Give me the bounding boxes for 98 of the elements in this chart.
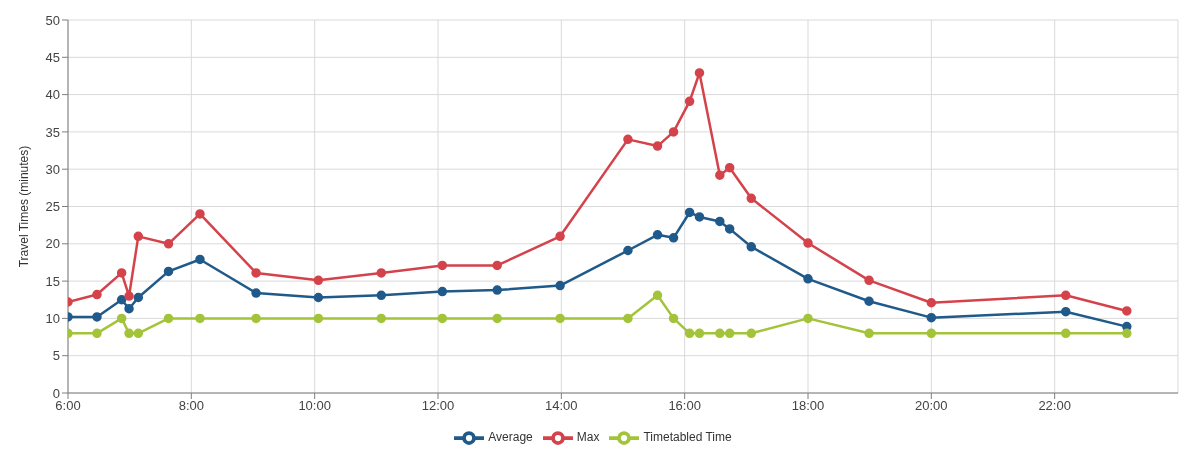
point — [623, 134, 633, 145]
y-tick-label: 15 — [45, 273, 60, 289]
point — [652, 230, 663, 240]
point — [163, 313, 174, 324]
point — [623, 245, 633, 256]
x-tick-label: 12:00 — [421, 398, 455, 414]
point — [694, 328, 705, 339]
point — [652, 141, 663, 151]
point — [864, 296, 874, 306]
y-tick-label: 10 — [45, 311, 60, 327]
y-tick-label: 25 — [45, 199, 60, 215]
point — [437, 260, 448, 271]
point — [803, 238, 813, 248]
point — [133, 328, 144, 339]
point — [715, 328, 725, 339]
point — [195, 313, 205, 324]
point — [376, 268, 387, 278]
point — [251, 268, 261, 278]
point — [684, 328, 695, 339]
x-tick-label: 18:00 — [791, 398, 825, 414]
point — [92, 312, 102, 322]
legend-label: Average — [488, 430, 533, 445]
point — [313, 313, 324, 324]
point — [195, 254, 205, 265]
point — [555, 280, 565, 291]
legend-label: Max — [576, 430, 600, 445]
point — [376, 290, 387, 301]
y-tick-label: 40 — [45, 87, 60, 103]
x-tick-label: 16:00 — [668, 398, 701, 414]
point — [803, 274, 813, 284]
x-tick-label: 20:00 — [915, 398, 948, 414]
point — [116, 313, 127, 324]
point — [313, 275, 324, 286]
point — [116, 268, 127, 278]
point — [124, 303, 134, 314]
point — [724, 162, 735, 173]
point — [864, 328, 874, 339]
point — [133, 231, 144, 242]
point — [1122, 328, 1132, 339]
y-tick-label: 50 — [45, 12, 60, 28]
point — [555, 231, 565, 242]
x-tick-label: 8:00 — [178, 398, 204, 414]
y-axis-title: Travel Times (minutes) — [17, 145, 32, 268]
point — [926, 312, 937, 323]
point — [1061, 328, 1071, 339]
x-tick-label: 6:00 — [55, 398, 81, 414]
point — [1061, 306, 1071, 317]
point — [926, 297, 937, 308]
point — [864, 275, 874, 286]
legend-label: Timetabled Time — [643, 430, 732, 445]
point — [163, 239, 174, 249]
point — [668, 127, 679, 137]
point — [684, 207, 695, 218]
point — [124, 328, 134, 339]
point — [694, 212, 705, 222]
point — [668, 233, 679, 243]
point — [926, 328, 937, 339]
y-tick-label: 35 — [45, 124, 60, 140]
point — [133, 292, 144, 303]
x-tick-label: 22:00 — [1038, 398, 1071, 414]
point — [195, 209, 205, 219]
point — [652, 290, 663, 301]
point — [92, 289, 102, 300]
y-tick-label: 30 — [45, 161, 60, 177]
point — [746, 242, 757, 252]
y-tick-label: 20 — [45, 236, 60, 252]
point — [684, 96, 695, 107]
point — [555, 313, 565, 324]
point — [92, 328, 102, 339]
point — [116, 295, 127, 305]
point — [746, 328, 757, 339]
point — [492, 260, 502, 271]
point — [694, 68, 705, 78]
point — [1122, 306, 1132, 316]
point — [251, 313, 261, 324]
x-tick-label: 14:00 — [545, 398, 578, 414]
x-tick-label: 10:00 — [298, 398, 331, 414]
point — [668, 313, 679, 324]
point — [724, 224, 735, 234]
point — [251, 288, 261, 298]
y-tick-label: 45 — [45, 49, 60, 65]
point — [124, 291, 134, 301]
point — [715, 216, 725, 227]
point — [313, 292, 324, 303]
point — [492, 313, 502, 324]
point — [746, 193, 757, 204]
point — [376, 313, 387, 324]
point — [724, 328, 735, 339]
point — [163, 266, 174, 277]
y-tick-label: 5 — [52, 348, 60, 364]
point — [1061, 290, 1071, 301]
point — [623, 313, 633, 324]
point — [715, 170, 725, 180]
point — [492, 285, 502, 295]
point — [437, 313, 448, 324]
point — [437, 286, 448, 297]
point — [803, 313, 813, 324]
y-tick-label: 0 — [52, 385, 60, 401]
